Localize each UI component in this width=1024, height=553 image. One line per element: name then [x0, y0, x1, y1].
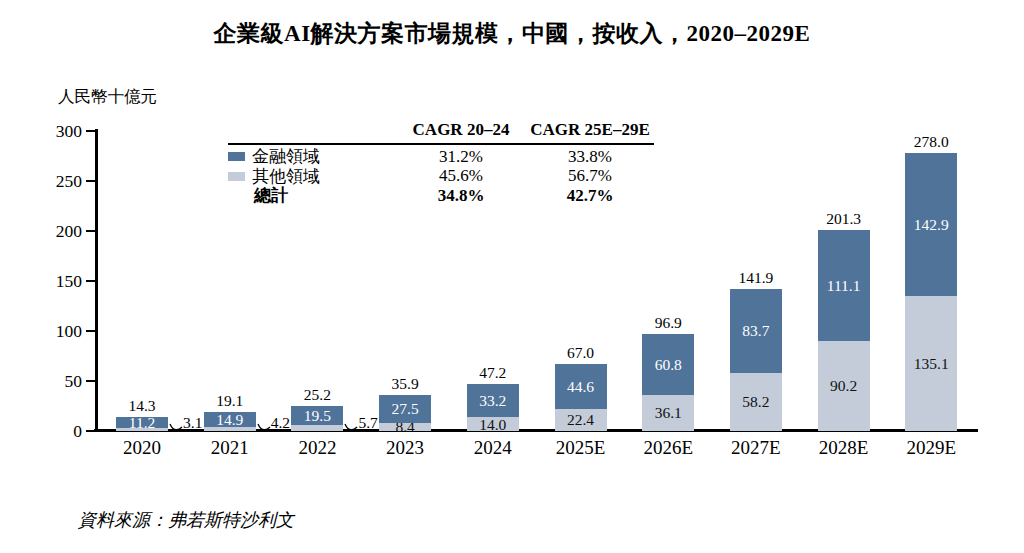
y-tick-label: 0: [34, 421, 82, 441]
finance-value-label: 14.9: [216, 412, 243, 427]
x-tick-label: 2027E: [711, 437, 801, 459]
y-tick-mark: [86, 330, 95, 332]
y-tick-label: 200: [34, 221, 82, 241]
legend-label-total: 總計: [228, 184, 396, 207]
leader-line: [257, 419, 271, 437]
x-tick-label: 2025E: [536, 437, 626, 459]
x-tick-label: 2026E: [623, 437, 713, 459]
bar-total-label: 47.2: [453, 364, 533, 381]
legend-row-finance: 金融領域 31.2% 33.8%: [228, 145, 654, 165]
y-tick-label: 100: [34, 321, 82, 341]
finance-value-label: 44.6: [567, 379, 594, 394]
finance-value-label: 142.9: [914, 217, 949, 232]
cagr-legend-table: CAGR 20–24 CAGR 25E–29E 金融領域 31.2% 33.8%…: [228, 120, 654, 204]
bar-segment-other: 8.4: [379, 423, 431, 431]
y-tick-label: 150: [34, 271, 82, 291]
y-tick-mark: [86, 130, 95, 132]
bar-total-label: 278.0: [891, 133, 971, 150]
y-axis-unit-label: 人民幣十億元: [58, 86, 157, 108]
finance-cagr-25e29e: 33.8%: [526, 147, 654, 167]
finance-value-label: 11.2: [129, 415, 156, 430]
other-cagr-25e29e: 56.7%: [526, 166, 654, 186]
bar-segment-other: 14.0: [467, 417, 519, 431]
bar-segment-finance: 33.2: [467, 384, 519, 417]
other-value-label: 36.1: [655, 405, 682, 420]
bar-segment-finance: 44.6: [555, 364, 607, 409]
y-tick-mark: [86, 280, 95, 282]
other-cagr-2024: 45.6%: [396, 166, 526, 186]
bar-segment-finance: 142.9: [905, 153, 957, 296]
bar-segment-finance: 27.5: [379, 395, 431, 423]
x-tick-label: 2023: [360, 437, 450, 459]
y-tick-label: 250: [34, 171, 82, 191]
x-tick-label: 2024: [448, 437, 538, 459]
bar-segment-finance: 60.8: [642, 334, 694, 395]
y-tick-mark: [86, 380, 95, 382]
other-value-label: 14.0: [479, 417, 506, 432]
bar-segment-finance: 111.1: [818, 230, 870, 341]
bar-segment-finance: 19.5: [291, 406, 343, 426]
bar-total-label: 201.3: [804, 210, 884, 227]
bar-total-label: 25.2: [277, 386, 357, 403]
bar-segment-other: 36.1: [642, 395, 694, 431]
bar-total-label: 67.0: [541, 344, 621, 361]
other-value-label: 5.7: [358, 415, 377, 431]
finance-value-label: 27.5: [392, 401, 419, 416]
x-tick-label: 2022: [272, 437, 362, 459]
cagr-col1-header: CAGR 20–24: [396, 120, 526, 140]
other-value-label: 4.2: [271, 415, 290, 431]
other-value-label: 58.2: [742, 394, 769, 409]
x-tick-label: 2028E: [799, 437, 889, 459]
cagr-col2-header: CAGR 25E–29E: [526, 120, 654, 140]
bar-segment-other: 22.4: [555, 409, 607, 431]
y-tick-mark: [86, 430, 95, 432]
bar-total-label: 96.9: [628, 314, 708, 331]
x-tick-label: 2021: [185, 437, 275, 459]
bar-segment-finance: 11.2: [116, 417, 168, 428]
finance-value-label: 111.1: [827, 278, 861, 293]
y-tick-label: 300: [34, 121, 82, 141]
legend-row-total: 總計 34.8% 42.7%: [228, 184, 654, 204]
leader-line: [344, 419, 358, 437]
cagr-table-header: CAGR 20–24 CAGR 25E–29E: [228, 120, 654, 145]
bar-segment-finance: 14.9: [204, 412, 256, 427]
chart-page: 企業級AI解決方案市場規模，中國，按收入，2020–2029E 人民幣十億元 0…: [0, 0, 1024, 553]
y-axis-line: [95, 129, 98, 431]
leader-line: [169, 419, 183, 437]
other-value-label: 135.1: [914, 356, 949, 371]
bar-total-label: 141.9: [716, 269, 796, 286]
finance-series-swatch: [228, 152, 245, 161]
source-note: 資料來源：弗若斯特沙利文: [78, 508, 294, 532]
other-value-label: 22.4: [567, 412, 594, 427]
bar-total-label: 19.1: [190, 392, 270, 409]
finance-value-label: 60.8: [655, 357, 682, 372]
finance-value-label: 33.2: [479, 393, 506, 408]
other-series-swatch: [228, 172, 245, 181]
y-tick-label: 50: [34, 371, 82, 391]
finance-cagr-2024: 31.2%: [396, 147, 526, 167]
chart-title: 企業級AI解決方案市場規模，中國，按收入，2020–2029E: [0, 18, 1024, 49]
other-value-label: 3.1: [183, 415, 202, 431]
total-cagr-25e29e: 42.7%: [526, 186, 654, 206]
bar-segment-other: 58.2: [730, 373, 782, 431]
bar-segment-other: 90.2: [818, 341, 870, 431]
bar-total-label: 14.3: [102, 397, 182, 414]
finance-value-label: 19.5: [304, 408, 331, 423]
bar-total-label: 35.9: [365, 375, 445, 392]
other-value-label: 90.2: [830, 378, 857, 393]
total-cagr-2024: 34.8%: [396, 186, 526, 206]
finance-value-label: 83.7: [742, 323, 769, 338]
y-tick-mark: [86, 180, 95, 182]
x-tick-label: 2029E: [886, 437, 976, 459]
bar-segment-other: [291, 425, 343, 431]
bar-segment-finance: 83.7: [730, 289, 782, 373]
x-tick-label: 2020: [97, 437, 187, 459]
legend-row-other: 其他領域 45.6% 56.7%: [228, 165, 654, 185]
bar-segment-other: 135.1: [905, 296, 957, 431]
y-tick-mark: [86, 230, 95, 232]
